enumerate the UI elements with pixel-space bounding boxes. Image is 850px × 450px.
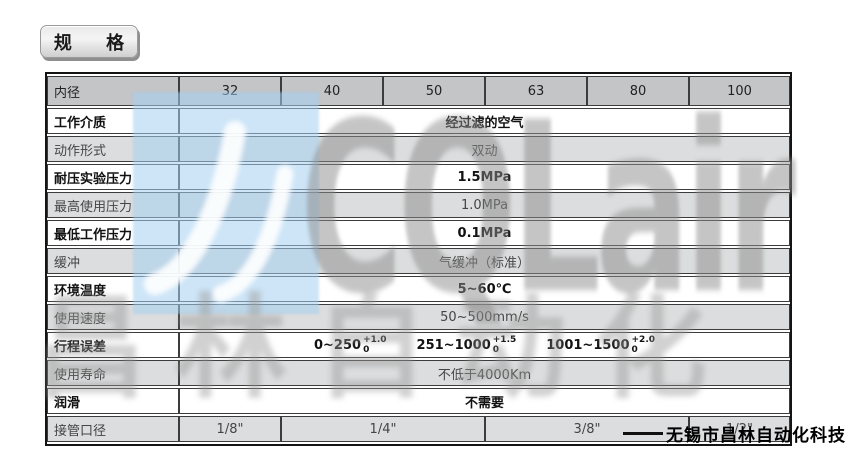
table-row: 使用速度 50~500mm/s <box>47 304 790 330</box>
table-row: 工作介质 经过滤的空气 <box>47 108 790 134</box>
row-label: 接管口径 <box>47 416 179 442</box>
table-row: 最高使用压力 1.0MPa <box>47 192 790 218</box>
row-label: 环境温度 <box>47 276 179 302</box>
row-label: 耐压实验压力 <box>47 164 179 190</box>
row-label: 动作形式 <box>47 136 179 162</box>
table-row: 耐压实验压力 1.5MPa <box>47 164 790 190</box>
row-value: 50~500mm/s <box>179 304 790 330</box>
row-value: 1.0MPa <box>179 192 790 218</box>
tolerance-item: 251~1000 +1.5 0 <box>416 334 517 355</box>
footer-dash-line <box>623 432 663 435</box>
row-label: 最高使用压力 <box>47 192 179 218</box>
row-value: 不需要 <box>179 388 790 414</box>
table-row: 缓冲 气缓冲（标准） <box>47 248 790 274</box>
tolerance-item: 1001~1500 +2.0 0 <box>546 334 655 355</box>
row-label: 最低工作压力 <box>47 220 179 246</box>
spec-table: 内径 32 40 50 63 80 100 工作介质 经过滤的空气 动作形式 双… <box>45 72 792 446</box>
row-value: 不低于4000Km <box>179 360 790 386</box>
header-col-63: 63 <box>485 76 587 106</box>
table-row: 动作形式 双动 <box>47 136 790 162</box>
row-value: 5~60℃ <box>179 276 790 302</box>
table-row: 环境温度 5~60℃ <box>47 276 790 302</box>
table-row: 润滑 不需要 <box>47 388 790 414</box>
row-label: 使用速度 <box>47 304 179 330</box>
section-title-button: 规 格 <box>40 25 138 58</box>
port-value: 1/4" <box>281 416 485 442</box>
row-label: 润滑 <box>47 388 179 414</box>
company-footer: 无锡市昌林自动化科技 <box>623 421 846 446</box>
row-value: 经过滤的空气 <box>179 108 790 134</box>
header-col-50: 50 <box>383 76 485 106</box>
row-value: 0.1MPa <box>179 220 790 246</box>
port-value: 1/8" <box>179 416 281 442</box>
header-col-32: 32 <box>179 76 281 106</box>
row-label: 行程误差 <box>47 332 179 358</box>
row-label: 缓冲 <box>47 248 179 274</box>
spec-table-container: 内径 32 40 50 63 80 100 工作介质 经过滤的空气 动作形式 双… <box>45 72 792 446</box>
section-title: 规 格 <box>53 32 139 54</box>
table-row: 最低工作压力 0.1MPa <box>47 220 790 246</box>
row-value: 双动 <box>179 136 790 162</box>
table-header-row: 内径 32 40 50 63 80 100 <box>47 76 790 106</box>
tolerance-values: 0~250 +1.0 0 251~1000 +1.5 0 <box>186 335 783 356</box>
header-label: 内径 <box>47 76 179 106</box>
port-value: 3/8" <box>485 416 689 442</box>
header-col-100: 100 <box>689 76 790 106</box>
row-value: 气缓冲（标准） <box>179 248 790 274</box>
header-col-40: 40 <box>281 76 383 106</box>
table-row-port-size: 接管口径 1/8" 1/4" 3/8" 1/2" <box>47 416 790 442</box>
row-value: 1.5MPa <box>179 164 790 190</box>
company-name: 无锡市昌林自动化科技 <box>666 426 846 446</box>
table-row: 使用寿命 不低于4000Km <box>47 360 790 386</box>
tolerance-item: 0~250 +1.0 0 <box>313 334 387 355</box>
port-value: 1/2" <box>689 416 790 442</box>
table-row-stroke-tolerance: 行程误差 0~250 +1.0 0 251~1000 +1.5 <box>47 332 790 358</box>
row-label: 工作介质 <box>47 108 179 134</box>
row-label: 使用寿命 <box>47 360 179 386</box>
header-col-80: 80 <box>587 76 689 106</box>
